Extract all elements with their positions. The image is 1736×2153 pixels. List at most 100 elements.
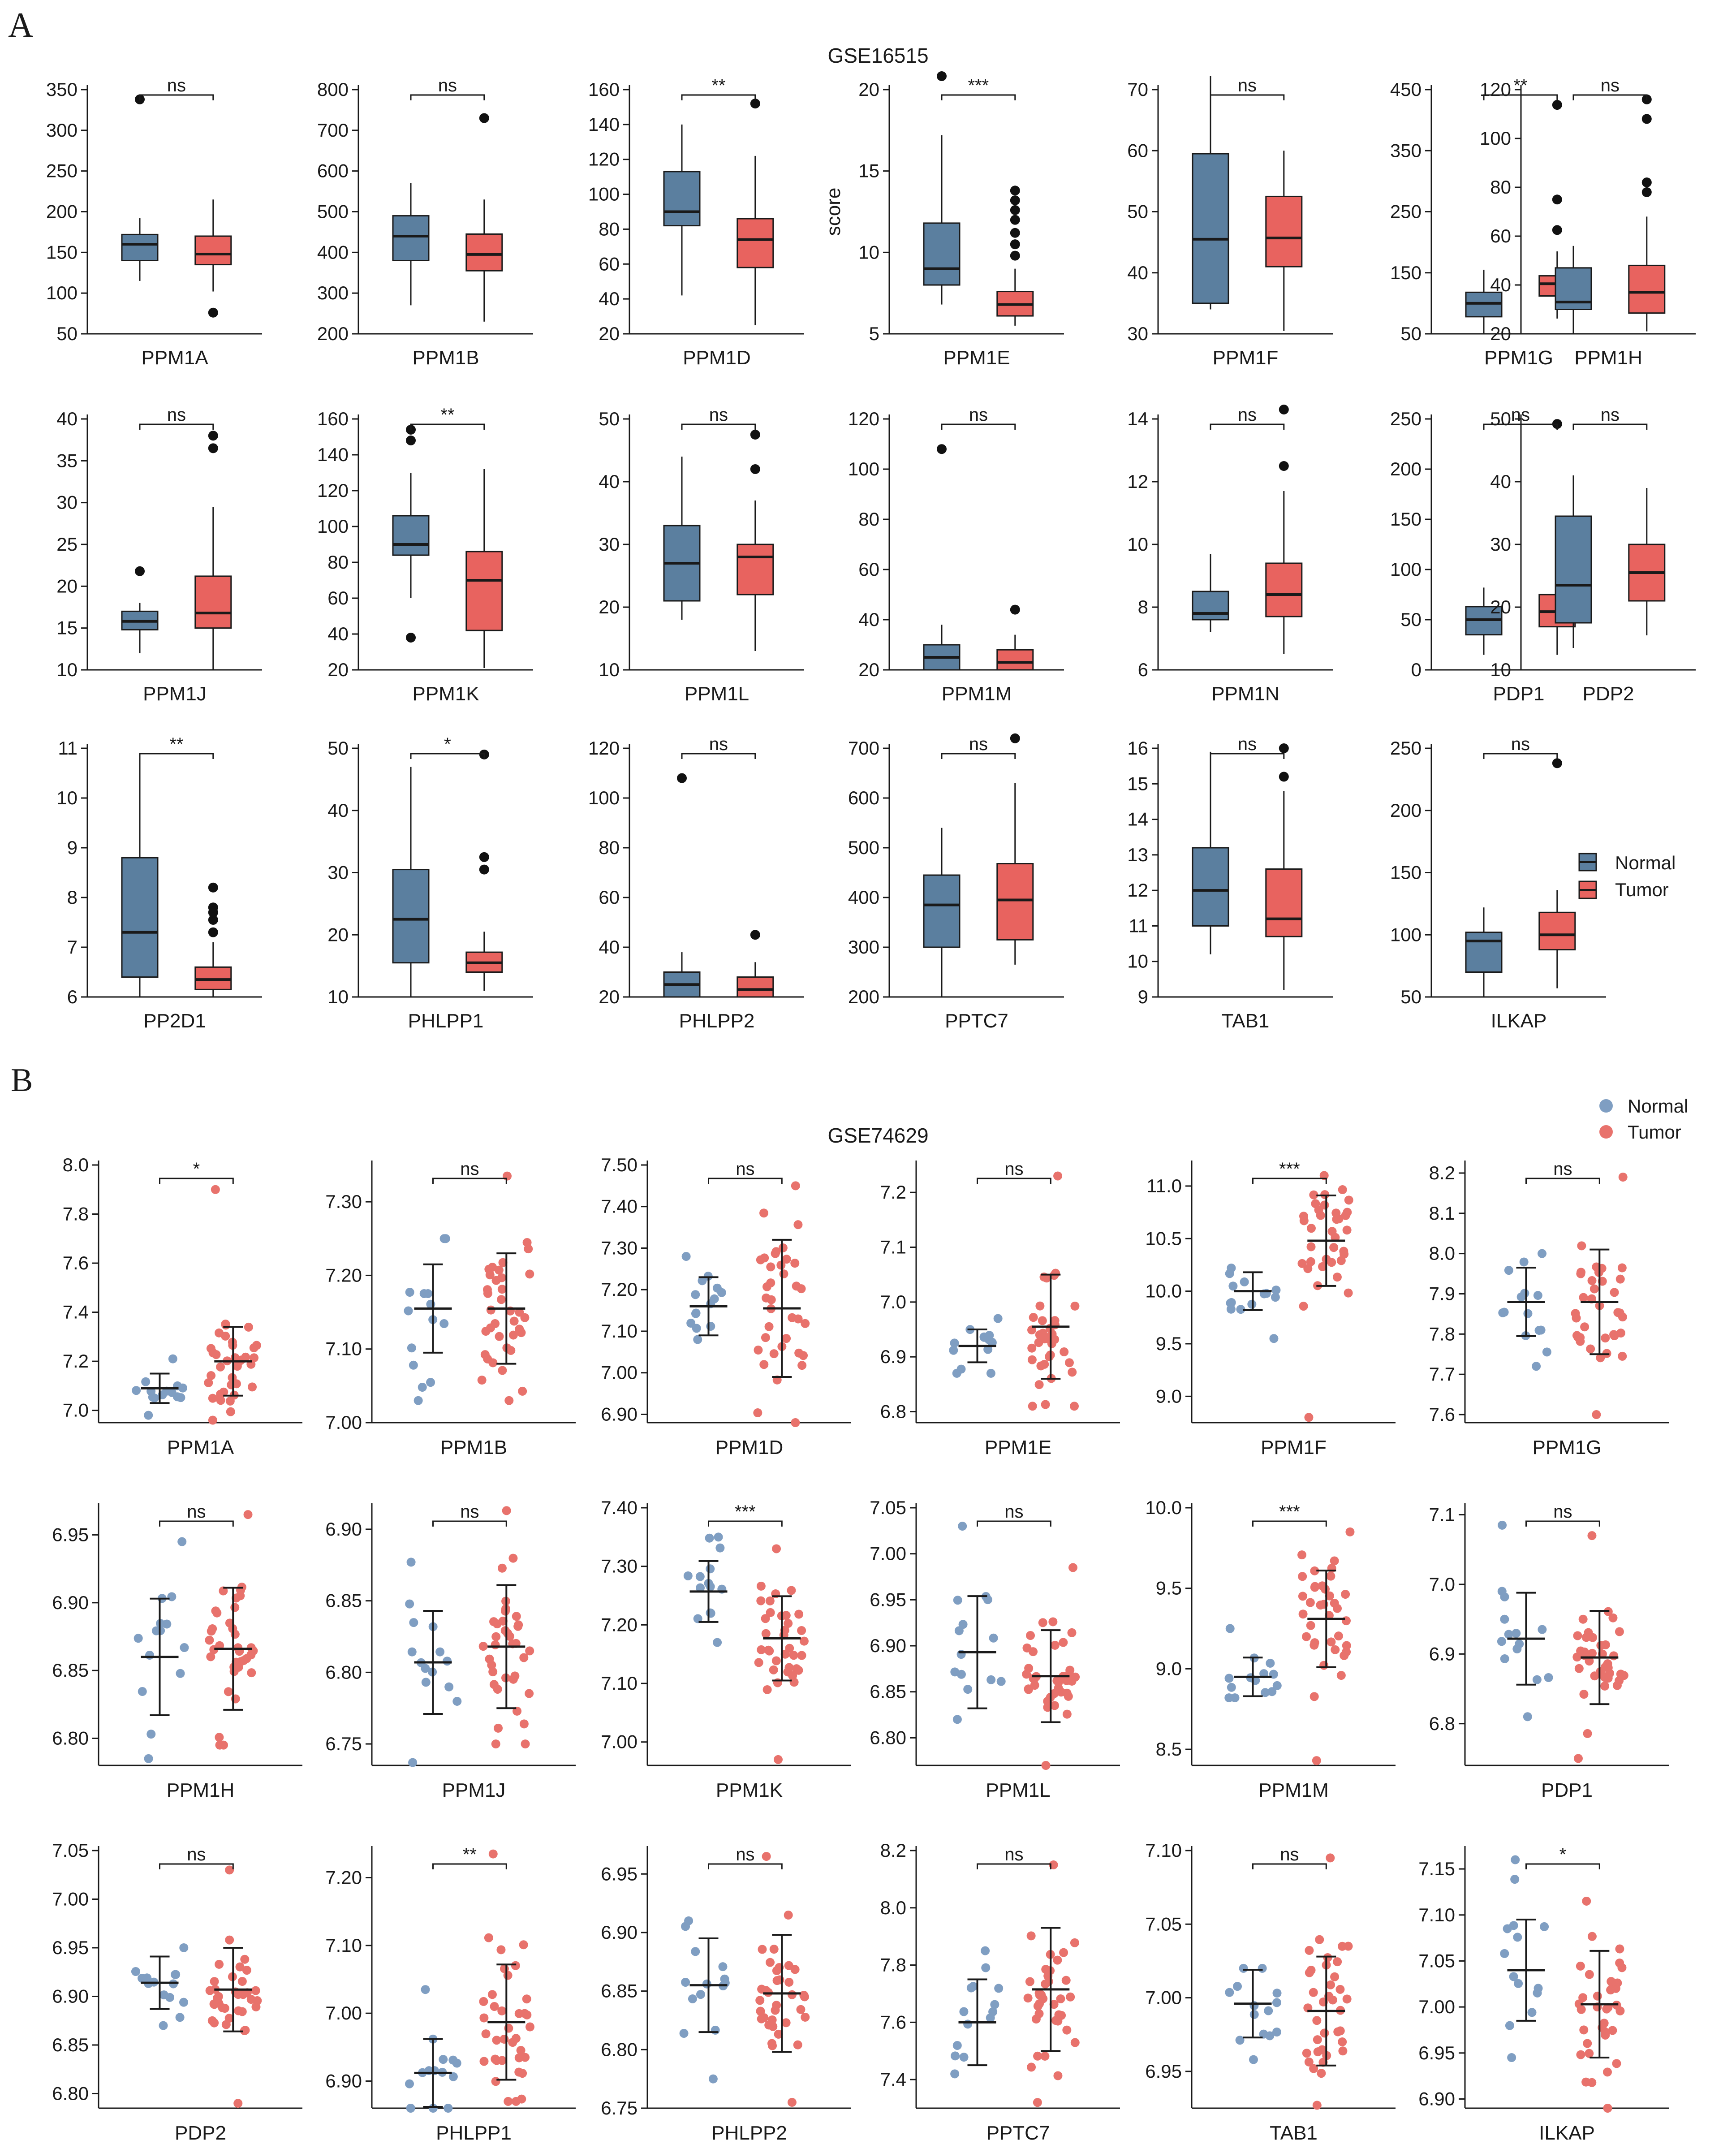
panel-label-a: A	[8, 5, 33, 44]
dot-ppm1e-tumor-point	[1027, 1343, 1037, 1353]
dot-pdp1-tumor-point	[1574, 1664, 1584, 1673]
dot-pptc7-y-tick-label: 7.4	[880, 2069, 906, 2090]
dot-ppm1k-y-tick-label: 7.30	[601, 1556, 638, 1577]
dot-pptc7-tumor-point	[1066, 1992, 1075, 2002]
dot-ppm1m-normal-point	[1225, 1624, 1235, 1633]
box-phlpp1-sig-label: *	[444, 734, 451, 754]
dot-ppm1l-sig-bracket	[977, 1520, 1051, 1527]
dot-ppm1e-tumor-point	[1041, 1400, 1050, 1409]
box-ppm1e-y-tick-label: 5	[869, 323, 879, 344]
dot-ppm1h-sig-label: ns	[187, 1502, 206, 1522]
box-ppm1j-plot: 10 15 20 25 30 35 40 ns PPM1J	[56, 405, 262, 705]
box-ppm1e-tumor-outlier	[1010, 186, 1020, 196]
dot-ppm1f-tumor-point	[1318, 1262, 1327, 1271]
dot-tab1-sig-label: ns	[1280, 1845, 1299, 1864]
dot-tab1-sig-bracket	[1252, 1863, 1327, 1869]
dot-ppm1g-tumor-point	[1618, 1172, 1628, 1182]
dot-ppm1m-normal-point	[1266, 1658, 1275, 1668]
box-ppm1e-tumor-outlier	[1010, 195, 1020, 206]
dot-ppm1f-tumor-point	[1332, 1273, 1342, 1282]
dot-tab1-tumor-point	[1335, 2026, 1345, 2036]
dot-phlpp2-tumor-point	[756, 2006, 765, 2016]
box-ppm1l-tumor-box	[737, 544, 774, 595]
dot-pdp2-tumor-point	[207, 2016, 217, 2025]
box-ppm1e-normal-outlier	[937, 71, 947, 81]
dot-ppm1g-tumor-point	[1617, 1263, 1627, 1273]
dot-pdp2-tumor-point	[213, 1993, 222, 2003]
dot-ppm1m-tumor-point	[1330, 1556, 1339, 1566]
dot-ppm1k-tumor-point	[765, 1596, 775, 1605]
box-ppm1e-tumor-outlier	[1010, 228, 1020, 238]
dot-ppm1m-tumor-point	[1321, 1584, 1330, 1594]
dot-pptc7-tumor-point	[1061, 1976, 1071, 1985]
dot-ppm1e-normal-point	[979, 1333, 989, 1342]
dot-phlpp1-tumor-point	[479, 1997, 488, 2006]
dot-ppm1l-tumor-point	[1059, 1638, 1068, 1647]
dot-ppm1f-tumor-point	[1309, 1190, 1318, 1199]
dot-ppm1g-gene-label: PPM1G	[1532, 1437, 1601, 1458]
dot-pdp2-gene-label: PDP2	[175, 2122, 226, 2144]
box-pp2d1-tumor-outlier	[208, 927, 218, 937]
dot-ppm1l-y-tick-label: 6.85	[870, 1681, 906, 1702]
dot-ppm1k-normal-point	[713, 1638, 722, 1647]
box-phlpp1-y-tick-label: 40	[327, 800, 349, 821]
dot-ppm1m-tumor-point	[1297, 1550, 1307, 1560]
dot-phlpp2-normal-point	[696, 1990, 705, 1999]
box-ilkap-sig-bracket	[1483, 753, 1558, 759]
dot-ppm1b-normal-point	[409, 1360, 418, 1370]
dot-tab1-tumor-point	[1333, 1957, 1342, 1967]
box-phlpp2-plot: 20 40 60 80 100 120 ns PHLPP2	[588, 734, 804, 1032]
dot-ppm1b-y-tick-label: 7.30	[325, 1191, 362, 1212]
box-ppm1k-y-tick-label: 160	[317, 408, 349, 429]
dot-ppm1j-tumor-point	[525, 1646, 534, 1656]
dot-ppm1l-gene-label: PPM1L	[986, 1779, 1050, 1801]
dot-pdp1-tumor-point	[1600, 1673, 1609, 1682]
dot-ilkap-tumor-point	[1606, 1985, 1615, 1995]
dot-pdp2-tumor-point	[225, 1935, 234, 1945]
dot-ppm1e-tumor-point	[1070, 1301, 1080, 1311]
box-ppm1f-y-tick-label: 60	[1127, 140, 1148, 161]
dot-ppm1b-y-tick-label: 7.10	[325, 1338, 362, 1359]
dot-ilkap-tumor-point	[1599, 2019, 1609, 2028]
dot-ppm1f-tumor-point	[1344, 1195, 1353, 1205]
dot-tab1-normal-point	[1249, 2055, 1258, 2064]
dot-ppm1a-tumor-point	[207, 1371, 216, 1380]
dot-ppm1j-plot: 6.75 6.80 6.85 6.90 ns PPM1J	[325, 1502, 576, 1801]
box-pp2d1-y-tick-label: 8	[67, 887, 78, 908]
dot-pptc7-tumor-point	[1023, 1993, 1033, 2003]
dot-pdp1-y-tick-label: 7.0	[1429, 1574, 1455, 1595]
dot-pdp1-tumor-point	[1590, 1671, 1599, 1681]
dot-ppm1k-tumor-point	[797, 1651, 806, 1660]
dot-pdp1-tumor-point	[1609, 1651, 1619, 1661]
dot-ppm1k-tumor-point	[799, 1636, 809, 1646]
dot-ppm1k-normal-point	[696, 1583, 705, 1592]
dot-ppm1g-tumor-point	[1601, 1333, 1610, 1343]
box-ppm1b-y-tick-label: 300	[317, 282, 349, 303]
dot-phlpp2-tumor-point	[762, 1852, 771, 1861]
dot-pdp2-normal-point	[138, 1974, 147, 1983]
dot-tab1-tumor-point	[1338, 2037, 1347, 2046]
dot-ppm1b-normal-point	[441, 1234, 450, 1243]
dot-phlpp2-normal-point	[702, 1979, 711, 1989]
dot-ppm1g-tumor-point	[1573, 1333, 1583, 1342]
dot-ppm1k-tumor-point	[762, 1685, 772, 1694]
box-ilkap-y-tick-label: 100	[1390, 924, 1422, 945]
dot-phlpp1-tumor-point	[484, 1933, 493, 1942]
box-pdp2-sig-bracket	[1572, 423, 1648, 430]
dot-ppm1a-tumor-point	[215, 1362, 225, 1372]
dot-ppm1g-sig-bracket	[1525, 1178, 1600, 1184]
dot-pdp2-tumor-point	[237, 1977, 247, 1986]
dot-tab1-tumor-point	[1312, 2101, 1322, 2110]
box-pp2d1-tumor-outlier	[208, 902, 218, 913]
dot-ppm1f-tumor-point	[1332, 1215, 1341, 1224]
dot-ppm1m-y-tick-label: 10.0	[1145, 1497, 1182, 1518]
dot-ppm1h-y-tick-label: 6.80	[52, 1727, 89, 1748]
box-pptc7-plot: 200 300 400 500 600 700 ns PPTC7	[848, 733, 1064, 1032]
dot-ppm1b-tumor-point	[498, 1366, 507, 1375]
dot-phlpp2-tumor-point	[768, 2041, 777, 2050]
dot-tab1-tumor-point	[1338, 1942, 1347, 1951]
dot-pptc7-tumor-point	[1056, 1994, 1065, 2003]
dot-pdp2-tumor-point	[251, 2002, 261, 2011]
dot-ppm1l-sig-label: ns	[1004, 1502, 1023, 1522]
dot-ppm1a-sig-bracket	[159, 1178, 234, 1184]
